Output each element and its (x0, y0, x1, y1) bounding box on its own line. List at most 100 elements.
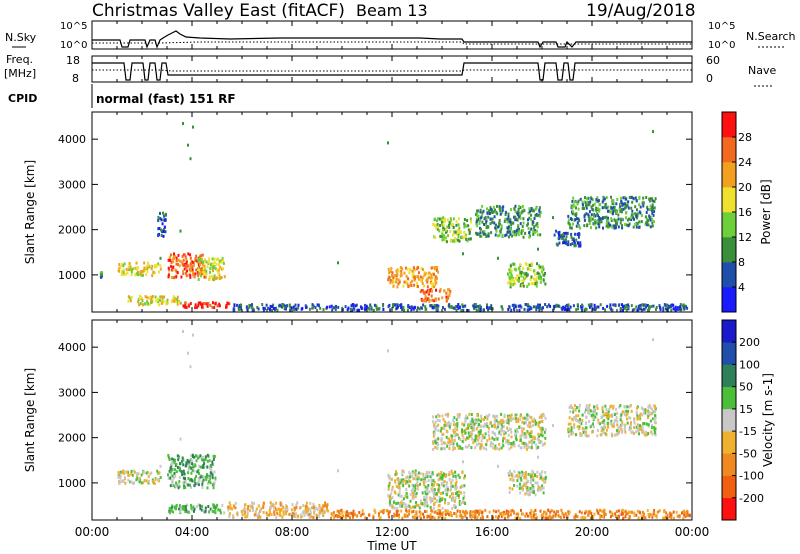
heatmap-cell (636, 509, 639, 513)
heatmap-cell (398, 280, 401, 284)
heatmap-cell (520, 232, 523, 236)
heatmap-cell (283, 306, 286, 309)
heatmap-cell (577, 307, 580, 311)
heatmap-cell (432, 506, 435, 510)
heatmap-cell (507, 225, 510, 229)
heatmap-cell (159, 217, 162, 221)
heatmap-cell (538, 266, 541, 270)
heatmap-cell (201, 455, 204, 459)
heatmap-cell (524, 420, 527, 424)
heatmap-cell (581, 426, 584, 430)
heatmap-cell (631, 430, 634, 434)
heatmap-cell (599, 422, 601, 426)
heatmap-cell (452, 446, 455, 450)
heatmap-cell (201, 475, 204, 479)
heatmap-cell (620, 510, 623, 514)
heatmap-cell (267, 306, 270, 310)
heatmap-cell (539, 273, 541, 277)
heatmap-cell (619, 218, 622, 222)
heatmap-cell (203, 302, 206, 305)
heatmap-cell (526, 413, 529, 417)
heatmap-cell (437, 413, 439, 417)
heatmap-cell (208, 510, 211, 514)
heatmap-cell (414, 495, 417, 499)
heatmap-cell (414, 469, 417, 473)
heatmap-cell (470, 516, 473, 520)
heatmap-cell (408, 505, 411, 508)
heatmap-cell (477, 304, 480, 308)
heatmap-cell (636, 214, 639, 218)
heatmap-cell (142, 269, 145, 273)
heatmap-cell (526, 285, 529, 288)
heatmap-cell (268, 509, 271, 512)
heatmap-cell (492, 509, 495, 513)
colorbar-swatch (722, 262, 736, 288)
heatmap-cell (624, 515, 627, 519)
heatmap-cell (207, 260, 210, 264)
heatmap-cell (461, 484, 464, 488)
heatmap-cell (572, 418, 575, 422)
heatmap-cell (588, 406, 591, 410)
heatmap-cell (409, 506, 412, 510)
heatmap-cell (639, 511, 642, 515)
heatmap-cell (443, 447, 446, 451)
heatmap-cell (468, 424, 470, 428)
colorbar-swatch (722, 320, 736, 343)
heatmap-cell (538, 440, 541, 444)
heatmap-cell (282, 303, 284, 307)
heatmap-cell (265, 303, 268, 307)
heatmap-cell (573, 426, 576, 429)
heatmap-cell (188, 462, 191, 466)
heatmap-cell (457, 223, 460, 227)
heatmap-cell (628, 404, 631, 408)
heatmap-cell (417, 475, 420, 479)
heatmap-cell (172, 295, 175, 299)
heatmap-cell (592, 515, 595, 519)
heatmap-cell (118, 269, 121, 273)
heatmap-cell (195, 454, 197, 458)
heatmap-cell (602, 427, 605, 431)
heatmap-cell (204, 275, 207, 279)
heatmap-cell (523, 482, 525, 486)
heatmap-cell (486, 439, 489, 443)
heatmap-cell (449, 426, 452, 430)
heatmap-cell (475, 418, 478, 422)
heatmap-cell (244, 512, 246, 516)
heatmap-cell (251, 504, 254, 508)
heatmap-cell (567, 243, 570, 247)
heatmap-cell (527, 218, 529, 222)
heatmap-cell (504, 217, 507, 221)
heatmap-cell (405, 476, 408, 480)
heatmap-cell (171, 268, 174, 272)
heatmap-cell (195, 268, 198, 272)
heatmap-cell (173, 276, 176, 279)
heatmap-cell (463, 218, 466, 221)
heatmap-cell (574, 241, 576, 245)
heatmap-cell (511, 475, 514, 479)
heatmap-region (232, 303, 689, 312)
heatmap-cell (488, 510, 491, 514)
heatmap-cell (672, 307, 675, 311)
heatmap-cell (276, 308, 279, 312)
heatmap-cell (577, 217, 580, 221)
heatmap-cell (236, 303, 238, 307)
heatmap-cell (410, 305, 413, 309)
heatmap-cell (416, 306, 419, 310)
heatmap-cell (491, 442, 494, 446)
heatmap-cell (259, 515, 262, 519)
heatmap-cell (118, 481, 121, 485)
heatmap-cell (292, 514, 295, 518)
heatmap-cell (665, 511, 667, 515)
heatmap-cell (421, 502, 424, 505)
heatmap-cell (536, 470, 539, 474)
heatmap-cell (178, 264, 181, 268)
heatmap-cell (458, 502, 461, 506)
heatmap-cell (170, 506, 173, 510)
heatmap-cell (497, 422, 500, 426)
heatmap-cell (533, 440, 536, 444)
heatmap-cell (501, 442, 504, 446)
heatmap-cell (175, 507, 177, 511)
heatmap-cell (167, 476, 170, 480)
heatmap-cell (664, 515, 667, 519)
heatmap-cell (566, 516, 569, 520)
